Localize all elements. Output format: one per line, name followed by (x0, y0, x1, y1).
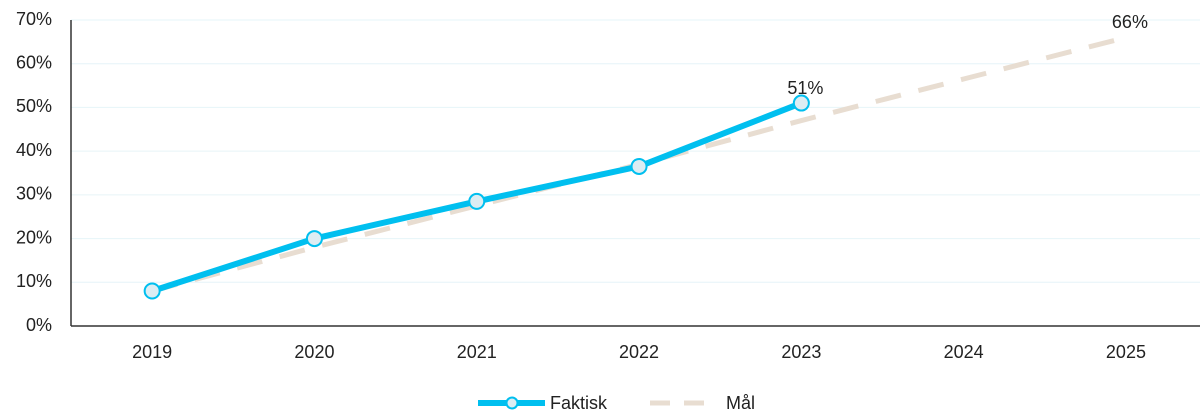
y-tick-label: 70% (16, 9, 52, 29)
y-tick-label: 50% (16, 96, 52, 116)
legend-label: Mål (726, 393, 755, 412)
x-tick-label: 2021 (457, 342, 497, 362)
y-tick-label: 10% (16, 271, 52, 291)
point-marker (305, 230, 323, 248)
point-marker (630, 157, 648, 175)
point-marker (792, 94, 810, 112)
x-tick-label: 2025 (1106, 342, 1146, 362)
legend-label: Faktisk (550, 393, 608, 412)
y-tick-label: 0% (26, 315, 52, 335)
x-tick-label: 2020 (294, 342, 334, 362)
x-tick-label: 2024 (944, 342, 984, 362)
data-label: 66% (1112, 12, 1148, 32)
x-tick-label: 2023 (781, 342, 821, 362)
y-tick-label: 20% (16, 227, 52, 247)
y-tick-label: 60% (16, 52, 52, 72)
legend-marker (505, 396, 519, 410)
data-label: 51% (787, 78, 823, 98)
point-marker (143, 282, 161, 300)
x-tick-label: 2022 (619, 342, 659, 362)
x-tick-label: 2019 (132, 342, 172, 362)
y-tick-label: 30% (16, 184, 52, 204)
y-tick-label: 40% (16, 140, 52, 160)
point-marker (468, 192, 486, 210)
